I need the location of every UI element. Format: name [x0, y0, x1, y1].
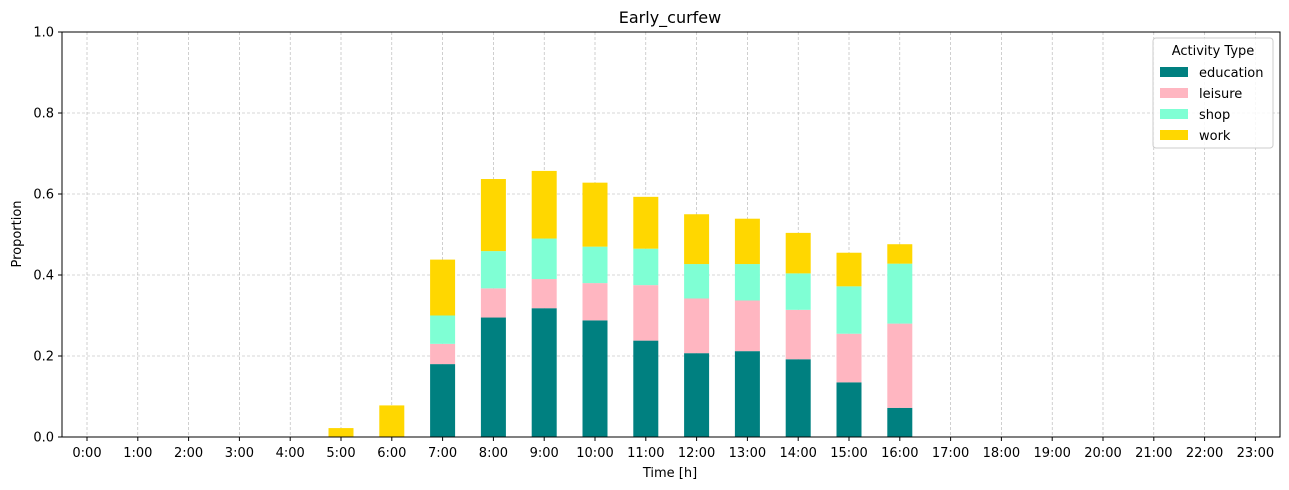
legend-label-education: education: [1199, 66, 1264, 81]
y-tick-label: 0.0: [33, 431, 54, 446]
grid: [62, 31, 1280, 438]
x-tick-label: 7:00: [428, 446, 457, 461]
x-tick-label: 3:00: [225, 446, 254, 461]
bar-work: [430, 259, 456, 316]
bar-work: [379, 405, 405, 437]
x-tick-label: 14:00: [779, 446, 816, 461]
x-tick-label: 23:00: [1237, 446, 1274, 461]
y-tick-label: 0.8: [33, 107, 54, 122]
x-tick-label: 1:00: [123, 446, 152, 461]
bar-work: [836, 252, 862, 287]
bar-leisure: [734, 300, 760, 352]
x-tick-label: 6:00: [377, 446, 406, 461]
y-tick-label: 1.0: [33, 26, 54, 41]
x-tick-label: 5:00: [326, 446, 355, 461]
bar-education: [836, 382, 862, 437]
legend-box: [1152, 37, 1274, 149]
x-tick-label: 13:00: [729, 446, 766, 461]
plot-frame: [61, 31, 1281, 438]
bar-shop: [430, 315, 456, 344]
bar-leisure: [582, 283, 608, 321]
y-tick-label: 0.6: [33, 188, 54, 203]
chart-title: Early_curfew: [619, 8, 721, 28]
bar-leisure: [633, 285, 659, 341]
bar-work: [785, 232, 811, 274]
bar-education: [531, 308, 557, 437]
bar-leisure: [887, 323, 913, 408]
x-tick-label: 18:00: [983, 446, 1020, 461]
bar-leisure: [684, 298, 710, 354]
bar-education: [887, 407, 913, 437]
x-tick-label: 22:00: [1186, 446, 1223, 461]
y-axis-ticks: 0.0 0.2 0.4 0.6 0.8 1.0: [33, 26, 62, 446]
bar-work: [582, 182, 608, 247]
legend-label-leisure: leisure: [1199, 87, 1242, 102]
bar-work: [734, 218, 760, 265]
x-tick-label: 19:00: [1033, 446, 1070, 461]
bar-shop: [684, 264, 710, 299]
x-axis-label: Time [h]: [642, 466, 697, 481]
bars: [328, 170, 913, 437]
y-axis-label: Proportion: [10, 200, 25, 267]
bar-shop: [480, 251, 506, 289]
x-axis-ticks: 0:00 1:00 2:00 3:00 4:00 5:00 6:00 7:00 8:00 9:00…: [72, 437, 1274, 461]
y-tick-label: 0.2: [33, 350, 54, 365]
legend-swatch-shop: [1160, 109, 1188, 119]
bar-shop: [836, 286, 862, 334]
bar-shop: [785, 273, 811, 310]
x-tick-label: 8:00: [479, 446, 508, 461]
bar-work: [531, 170, 557, 239]
bar-education: [480, 317, 506, 437]
x-tick-label: 2:00: [174, 446, 203, 461]
bar-shop: [531, 238, 557, 280]
legend-swatch-leisure: [1160, 88, 1188, 98]
legend-items: education leisure shop work: [1160, 66, 1264, 144]
x-tick-label: 4:00: [276, 446, 305, 461]
x-tick-label: 20:00: [1084, 446, 1121, 461]
bar-education: [633, 340, 659, 437]
x-tick-label: 11:00: [627, 446, 664, 461]
legend-label-shop: shop: [1199, 108, 1230, 123]
bar-shop: [633, 248, 659, 286]
x-tick-label: 10:00: [576, 446, 613, 461]
bar-leisure: [836, 333, 862, 383]
x-tick-label: 9:00: [530, 446, 559, 461]
bar-education: [785, 359, 811, 437]
legend-label-work: work: [1199, 129, 1231, 144]
bar-education: [734, 351, 760, 437]
bar-work: [684, 214, 710, 265]
x-tick-label: 12:00: [678, 446, 715, 461]
x-tick-label: 16:00: [881, 446, 918, 461]
bar-leisure: [785, 309, 811, 360]
x-tick-label: 21:00: [1135, 446, 1172, 461]
x-tick-label: 17:00: [932, 446, 969, 461]
x-tick-label: 15:00: [830, 446, 867, 461]
bar-work: [480, 179, 506, 252]
bar-shop: [734, 264, 760, 301]
bar-education: [582, 320, 608, 437]
legend-swatch-education: [1160, 67, 1188, 77]
bar-leisure: [430, 343, 456, 365]
bar-education: [430, 364, 456, 437]
bar-work: [328, 428, 354, 437]
bar-work: [633, 196, 659, 249]
legend: Activity Type education leisure shop work: [1152, 37, 1274, 149]
bar-work: [887, 244, 913, 264]
bar-shop: [887, 263, 913, 324]
bar-shop: [582, 246, 608, 284]
x-tick-label: 0:00: [72, 446, 101, 461]
bar-education: [684, 353, 710, 437]
legend-title: Activity Type: [1172, 44, 1255, 59]
bar-leisure: [531, 279, 557, 309]
bar-leisure: [480, 288, 506, 318]
y-tick-label: 0.4: [33, 269, 54, 284]
legend-swatch-work: [1160, 130, 1188, 140]
